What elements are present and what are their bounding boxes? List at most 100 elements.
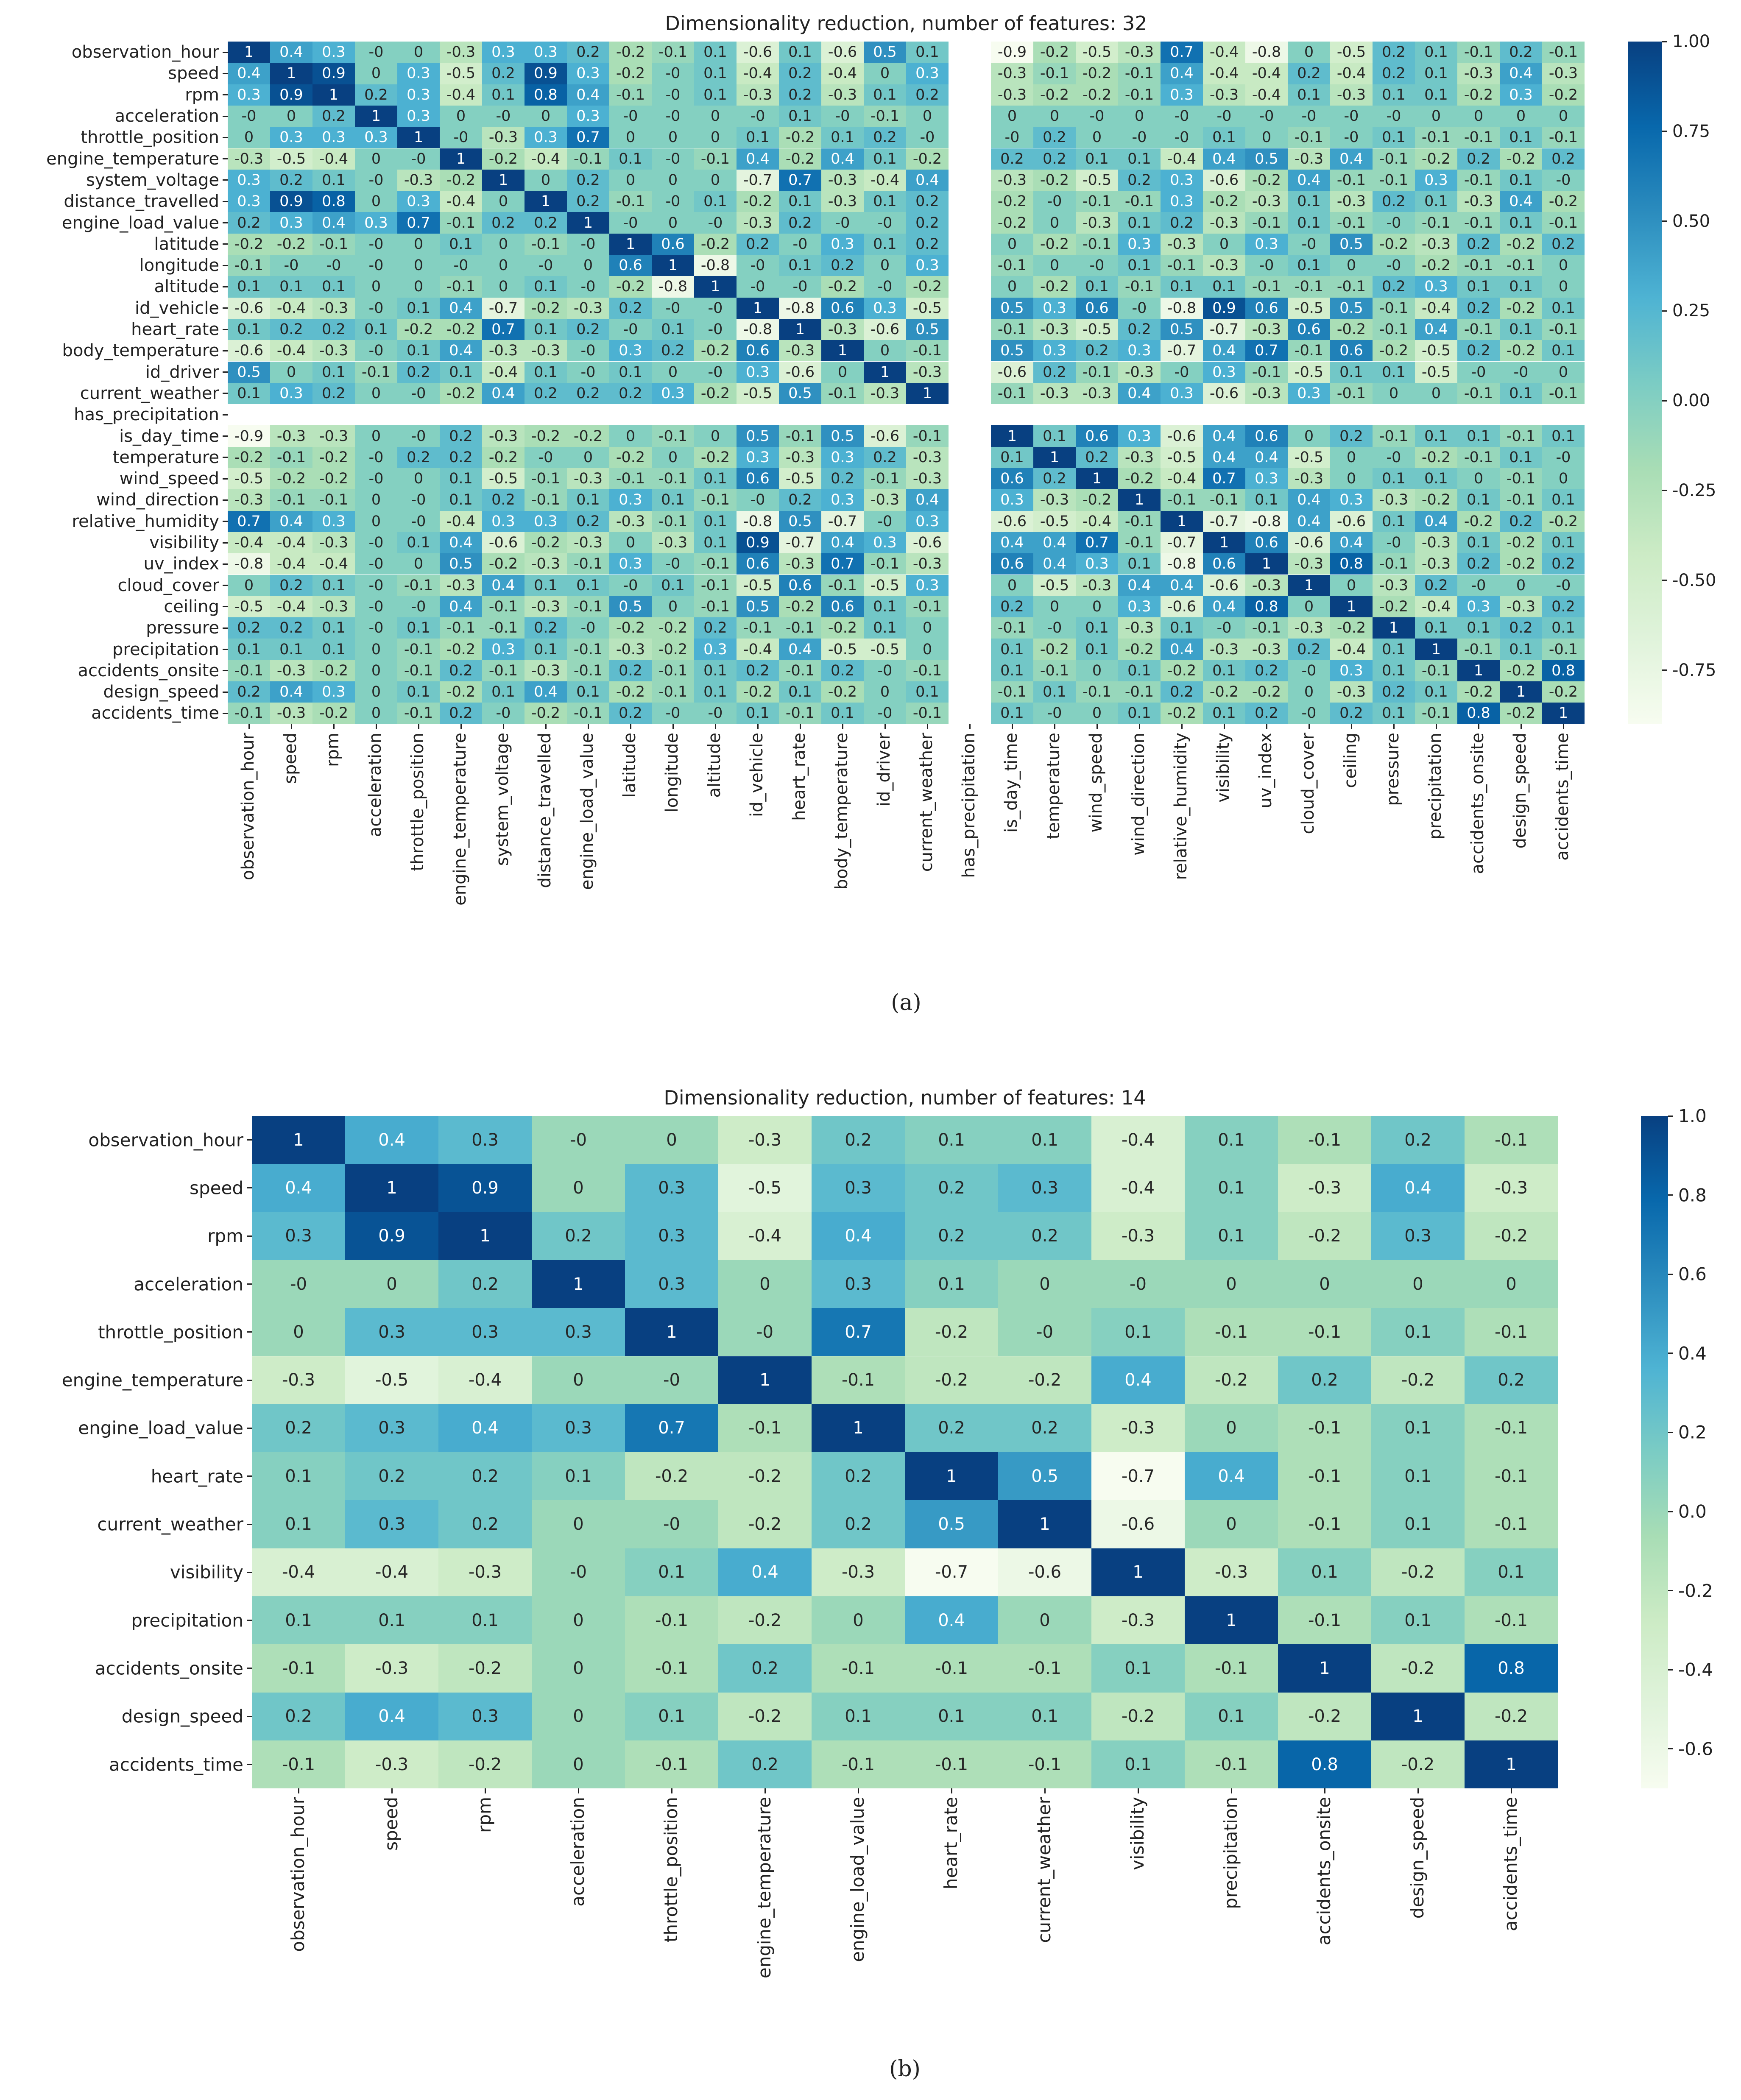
heatmap-cell: -0.4 (270, 553, 312, 575)
heatmap-cell: 0.3 (532, 1404, 625, 1453)
heatmap-cell: 0.3 (1415, 276, 1457, 298)
heatmap-cell: 0.1 (1118, 148, 1161, 170)
heatmap-cell: -0.1 (1542, 127, 1585, 148)
colorbar-tick-label: 0.0 (1678, 1501, 1707, 1522)
heatmap-cell: 0.4 (270, 42, 312, 63)
heatmap-cell: -0 (652, 703, 694, 724)
heatmap-cell: -0.2 (1415, 148, 1457, 170)
x-tick-mark (502, 724, 504, 729)
heatmap-cell: -0.1 (567, 639, 609, 660)
heatmap-cell: -0.2 (1278, 1212, 1371, 1260)
heatmap-cell: 0.4 (1203, 148, 1245, 170)
heatmap-cell: -0.3 (1465, 1164, 1558, 1212)
x-tick-label: wind_speed (1086, 732, 1106, 833)
heatmap-cell: -0 (1288, 703, 1330, 724)
heatmap-cell: -0 (718, 1308, 812, 1356)
heatmap-cell-empty (1203, 404, 1245, 425)
heatmap-cell: -0.3 (1076, 382, 1118, 404)
heatmap-cell: 0.4 (1161, 639, 1203, 660)
heatmap-cell: 0.3 (906, 255, 949, 276)
heatmap-cell: 1 (1500, 681, 1542, 703)
heatmap-cell: -0 (652, 553, 694, 575)
heatmap-cell: 0.2 (252, 1692, 345, 1740)
heatmap-cell: -0.2 (718, 1596, 812, 1645)
heatmap-cell: 0 (1033, 255, 1076, 276)
heatmap-cell: -0.1 (1278, 1596, 1371, 1645)
heatmap-cell: -0.2 (440, 318, 482, 340)
heatmap-cell: 0 (1288, 425, 1330, 447)
heatmap-cell: 0.2 (905, 1404, 998, 1453)
x-tick-mark (333, 724, 335, 729)
heatmap-cell-empty (949, 191, 991, 212)
x-tick-mark (799, 724, 801, 729)
colorbar-tick-mark (1668, 1273, 1673, 1275)
heatmap-cell: -0 (1373, 105, 1415, 127)
heatmap-cell: -0.4 (1330, 63, 1373, 84)
heatmap-cell: 0.2 (312, 318, 355, 340)
heatmap-cell: 0.1 (1373, 127, 1415, 148)
heatmap-cell: 0.1 (1076, 617, 1118, 639)
heatmap-cell-empty (949, 489, 991, 510)
heatmap-cell: 0 (397, 255, 440, 276)
heatmap-cell: -0.1 (1118, 63, 1161, 84)
heatmap-cell: -0 (779, 233, 821, 255)
heatmap-cell: 0 (1542, 361, 1585, 383)
heatmap-cell: -0.2 (1371, 1356, 1465, 1404)
heatmap-cell: 0.4 (1500, 63, 1542, 84)
heatmap-cell: 0 (1465, 1260, 1558, 1308)
heatmap-cell: 0.3 (1118, 233, 1161, 255)
heatmap-cell: 0.2 (998, 1212, 1091, 1260)
heatmap-cell: 0.5 (906, 318, 949, 340)
y-tick-label: latitude (154, 234, 219, 254)
heatmap-cell-empty (949, 553, 991, 575)
heatmap-cell: -0.1 (252, 1740, 345, 1789)
heatmap-cell: 0.1 (1091, 1308, 1185, 1356)
chart-title: Dimensionality reduction, number of feat… (664, 1086, 1146, 1109)
heatmap-cell: 0.2 (812, 1116, 905, 1164)
heatmap-cell: -0.4 (482, 361, 525, 383)
x-tick-mark (1181, 724, 1183, 729)
heatmap-cell: -0.4 (1245, 63, 1288, 84)
heatmap-cell: 0.1 (694, 468, 737, 490)
heatmap-cell: -0.6 (737, 42, 779, 63)
colorbar-tick-label: -0.4 (1678, 1659, 1713, 1680)
heatmap-cell: -0.6 (991, 510, 1033, 532)
heatmap-cell: 0.3 (355, 212, 397, 234)
heatmap-cell: -0.2 (718, 1692, 812, 1740)
colorbar-tick-mark (1662, 580, 1667, 581)
heatmap-cell: 0.1 (1033, 681, 1076, 703)
heatmap-cell: -0.1 (228, 703, 270, 724)
heatmap-cell: -0.2 (1033, 276, 1076, 298)
heatmap-cell: 0.1 (694, 532, 737, 554)
x-tick-mark (1230, 1788, 1232, 1794)
heatmap-cell: 0.1 (905, 1116, 998, 1164)
heatmap-cell: -0 (1161, 361, 1203, 383)
heatmap-cell: 0.4 (821, 532, 864, 554)
y-tick-mark (223, 691, 228, 693)
heatmap-cell: 0.2 (1373, 191, 1415, 212)
x-tick-mark (1417, 1788, 1419, 1794)
heatmap-cell: -0.2 (1118, 639, 1161, 660)
heatmap-cell: 0.1 (252, 1500, 345, 1548)
heatmap-cell: 0.1 (1465, 1548, 1558, 1596)
heatmap-cell: -0.6 (1203, 382, 1245, 404)
heatmap-cell: 0.5 (779, 510, 821, 532)
heatmap-cell: 0.5 (1245, 148, 1288, 170)
heatmap-cell: -0.5 (1076, 42, 1118, 63)
heatmap-cell: -0.4 (1091, 1164, 1185, 1212)
heatmap-cell: 0.1 (1373, 361, 1415, 383)
heatmap-cell: 0.2 (482, 489, 525, 511)
heatmap-cell: 0.1 (998, 1116, 1091, 1164)
heatmap-cell: 0.1 (1373, 639, 1415, 660)
heatmap-cell: -0 (652, 63, 694, 84)
x-tick-label: rpm (474, 1797, 495, 1833)
heatmap-cell: -0 (864, 660, 906, 681)
heatmap-cell: -0.6 (1091, 1500, 1185, 1548)
heatmap-cell: 0.3 (1330, 660, 1373, 681)
heatmap-cell: 1 (718, 1356, 812, 1404)
heatmap-cell: 0.1 (737, 703, 779, 724)
heatmap-cell: -0.5 (1288, 297, 1330, 319)
heatmap-cell: -0.5 (228, 468, 270, 490)
heatmap-cell-empty (949, 212, 991, 233)
y-tick-label: wind_speed (119, 469, 219, 489)
